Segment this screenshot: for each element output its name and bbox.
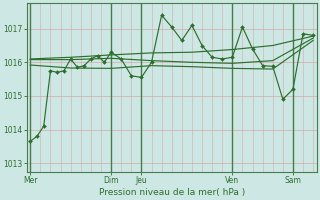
X-axis label: Pression niveau de la mer( hPa ): Pression niveau de la mer( hPa ) (99, 188, 245, 197)
